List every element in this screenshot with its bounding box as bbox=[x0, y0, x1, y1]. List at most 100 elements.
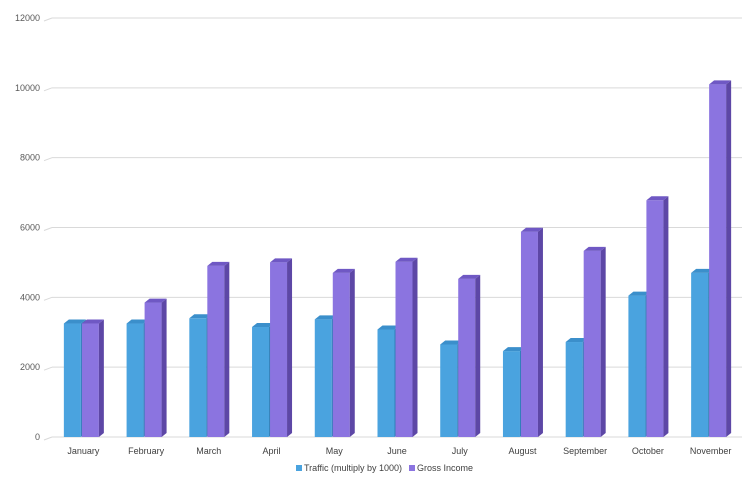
legend: Traffic (multiply by 1000) Gross Income bbox=[296, 463, 473, 473]
bar-side bbox=[726, 80, 732, 437]
bar-top bbox=[691, 268, 714, 273]
bar-top bbox=[520, 227, 543, 232]
bar-side bbox=[537, 227, 543, 437]
bar-top bbox=[628, 291, 651, 296]
bar-front bbox=[144, 302, 162, 437]
bar-gross-income bbox=[458, 274, 481, 437]
legend-label: Traffic (multiply by 1000) bbox=[304, 463, 402, 473]
bar-gross-income bbox=[583, 246, 606, 437]
y-tick-label: 10000 bbox=[15, 83, 40, 93]
bar-front bbox=[332, 272, 350, 437]
x-tick-label: August bbox=[508, 446, 537, 456]
bars bbox=[63, 80, 732, 437]
bar-front bbox=[440, 344, 458, 437]
bar-gross-income bbox=[270, 258, 293, 437]
bar-gross-income bbox=[646, 196, 669, 437]
x-tick-label: July bbox=[452, 446, 469, 456]
bar-top bbox=[63, 319, 86, 324]
bar-side bbox=[287, 258, 293, 437]
bar-front bbox=[377, 329, 395, 437]
gridline-stub bbox=[43, 227, 53, 231]
x-tick-label: April bbox=[263, 446, 281, 456]
gridline-stub bbox=[43, 17, 53, 22]
gridline-stub bbox=[43, 157, 53, 162]
bar-gross-income bbox=[81, 319, 104, 437]
bar-gross-income bbox=[709, 80, 732, 437]
gridline-stub bbox=[43, 436, 53, 441]
legend-swatch bbox=[409, 465, 415, 471]
bar-front bbox=[126, 323, 144, 437]
bar-top bbox=[709, 80, 732, 85]
x-tick-label: February bbox=[128, 446, 165, 456]
gridline-stub bbox=[43, 87, 53, 92]
bar-top bbox=[189, 314, 212, 319]
bar-top bbox=[502, 347, 525, 352]
bar-front bbox=[270, 262, 288, 437]
x-axis-labels: January February March April May June July Augu… bbox=[67, 446, 731, 456]
bar-front bbox=[502, 351, 520, 437]
bar-top bbox=[126, 319, 149, 324]
bar-side bbox=[475, 274, 481, 437]
bar-top bbox=[440, 340, 463, 345]
gridline-stub bbox=[43, 366, 53, 371]
legend-swatch bbox=[296, 465, 302, 471]
bar-front bbox=[63, 323, 81, 437]
y-tick-label: 12000 bbox=[15, 13, 40, 23]
bar-front bbox=[646, 200, 664, 437]
y-axis-ticks: 0 2000 4000 6000 8000 10000 12000 bbox=[15, 13, 40, 442]
legend-label: Gross Income bbox=[417, 463, 473, 473]
bar-top bbox=[332, 268, 355, 273]
bar-top bbox=[583, 246, 606, 251]
bar-top bbox=[377, 325, 400, 330]
bar-side bbox=[224, 261, 230, 437]
bar-front bbox=[691, 272, 709, 437]
bar-gross-income bbox=[207, 261, 230, 437]
bar-side bbox=[349, 268, 355, 437]
bar-gross-income bbox=[520, 227, 543, 437]
bar-front bbox=[709, 84, 727, 437]
bar-front bbox=[520, 231, 538, 437]
x-tick-label: January bbox=[67, 446, 100, 456]
bar-front bbox=[628, 295, 646, 437]
bar-gross-income bbox=[332, 268, 355, 437]
bar-front bbox=[189, 318, 207, 437]
bar-top bbox=[252, 323, 275, 328]
y-tick-label: 4000 bbox=[20, 292, 40, 302]
bar-front bbox=[395, 261, 413, 437]
x-tick-label: November bbox=[690, 446, 732, 456]
bar-front bbox=[565, 342, 583, 437]
x-tick-label: September bbox=[563, 446, 607, 456]
x-tick-label: June bbox=[387, 446, 407, 456]
bar-top bbox=[395, 257, 418, 262]
bar-top bbox=[144, 298, 167, 303]
bar-side bbox=[98, 319, 104, 437]
y-tick-label: 0 bbox=[35, 432, 40, 442]
bar-gross-income bbox=[395, 257, 418, 437]
bar-side bbox=[161, 298, 167, 437]
y-tick-label: 2000 bbox=[20, 362, 40, 372]
bar-top bbox=[458, 274, 481, 279]
bar-top bbox=[646, 196, 669, 201]
bar-gross-income bbox=[144, 298, 167, 437]
bar-side bbox=[412, 257, 418, 437]
legend-item: Gross Income bbox=[409, 463, 473, 473]
y-tick-label: 6000 bbox=[20, 223, 40, 233]
bar-top bbox=[314, 315, 337, 320]
bar-side bbox=[663, 196, 669, 437]
bar-side bbox=[600, 246, 606, 437]
y-tick-label: 8000 bbox=[20, 153, 40, 163]
bar-front bbox=[81, 323, 99, 437]
bar-top bbox=[565, 338, 588, 343]
bar-top bbox=[81, 319, 104, 324]
bar-top bbox=[270, 258, 293, 263]
bar-front bbox=[207, 265, 225, 437]
x-tick-label: March bbox=[196, 446, 221, 456]
bar-front bbox=[314, 319, 332, 437]
legend-item: Traffic (multiply by 1000) bbox=[296, 463, 402, 473]
bar-front bbox=[458, 278, 476, 437]
x-tick-label: October bbox=[632, 446, 664, 456]
gridline-stub bbox=[43, 296, 53, 301]
bar-top bbox=[207, 261, 230, 266]
